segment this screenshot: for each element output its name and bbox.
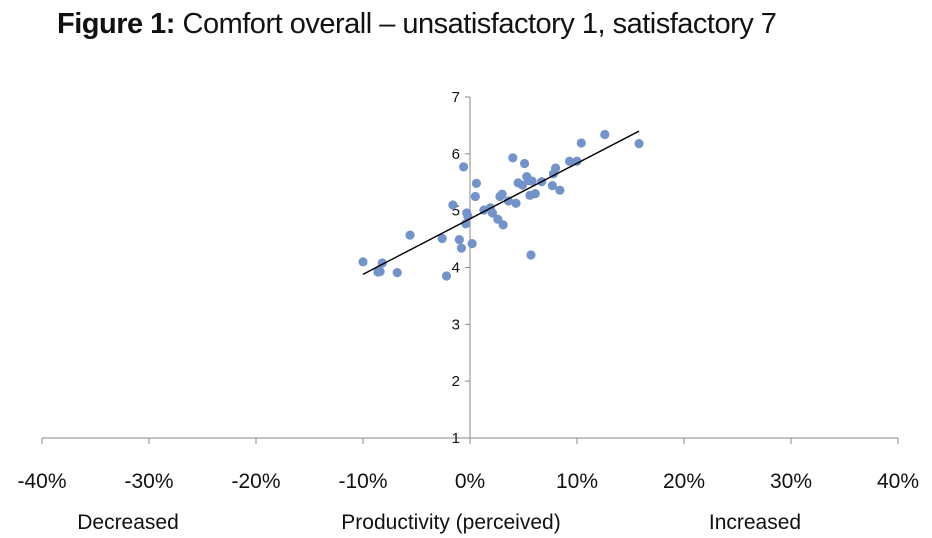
y-tick-label: 3 (452, 316, 460, 333)
x-tick-label: -30% (124, 470, 173, 493)
x-axis-tick-labels: -40% -30% -20% -10% 0% 10% 20% 30% 40% (17, 470, 919, 493)
data-point (454, 235, 464, 245)
x-tick-label: 20% (663, 470, 705, 493)
data-point (527, 176, 537, 186)
data-points (358, 129, 644, 281)
data-point (470, 191, 480, 202)
chart-title-prefix: Figure 1: (57, 8, 175, 40)
data-point (519, 158, 530, 169)
data-point (405, 230, 415, 240)
data-point (498, 220, 508, 230)
data-point (487, 208, 498, 218)
x-tick-label: 10% (556, 470, 598, 493)
data-point (634, 139, 644, 149)
y-tick-label: 6 (452, 146, 460, 163)
x-axis-label: Productivity (perceived) (341, 511, 560, 534)
data-point (508, 153, 518, 163)
data-point (375, 266, 385, 277)
data-point (358, 257, 368, 267)
data-point (555, 185, 565, 195)
data-point (551, 163, 561, 173)
data-point (526, 250, 536, 260)
data-point (497, 189, 507, 199)
trendline (362, 130, 640, 275)
chart-title-text: Comfort overall – unsatisfactory 1, sati… (174, 8, 777, 40)
x-tick-label: -10% (338, 470, 387, 493)
data-point (448, 200, 458, 210)
x-tick-label: 0% (455, 470, 485, 493)
y-tick-label: 2 (452, 373, 460, 390)
y-tick-label: 4 (452, 260, 460, 277)
data-point (503, 196, 514, 206)
y-axis-tick-labels: 1 2 3 4 5 6 7 (452, 89, 460, 447)
y-tick-label: 7 (452, 89, 460, 106)
data-point (576, 138, 586, 148)
x-tick-label: -20% (231, 470, 280, 493)
data-point (471, 178, 482, 188)
x-tick-label: -40% (17, 470, 66, 493)
data-point (530, 189, 540, 199)
y-tick-label: 5 (452, 203, 460, 220)
data-point (511, 198, 521, 208)
increased-annotation: Increased (709, 511, 801, 534)
data-point (437, 233, 447, 244)
x-tick-label: 40% (877, 470, 919, 493)
data-point (517, 180, 528, 190)
decreased-annotation: Decreased (77, 511, 179, 534)
data-point (564, 156, 575, 166)
data-point (392, 268, 402, 278)
chart-title: Figure 1: Comfort overall – unsatisfacto… (57, 8, 777, 41)
data-point (458, 162, 469, 172)
x-tick-label: 30% (770, 470, 812, 493)
chart-axes (41, 96, 899, 444)
data-point (441, 271, 452, 281)
data-point (467, 239, 477, 249)
y-tick-label: 1 (452, 430, 460, 447)
trendline-group (362, 130, 640, 275)
data-point (572, 156, 582, 166)
data-point (600, 129, 610, 140)
data-point (456, 243, 467, 253)
data-point (547, 181, 557, 191)
